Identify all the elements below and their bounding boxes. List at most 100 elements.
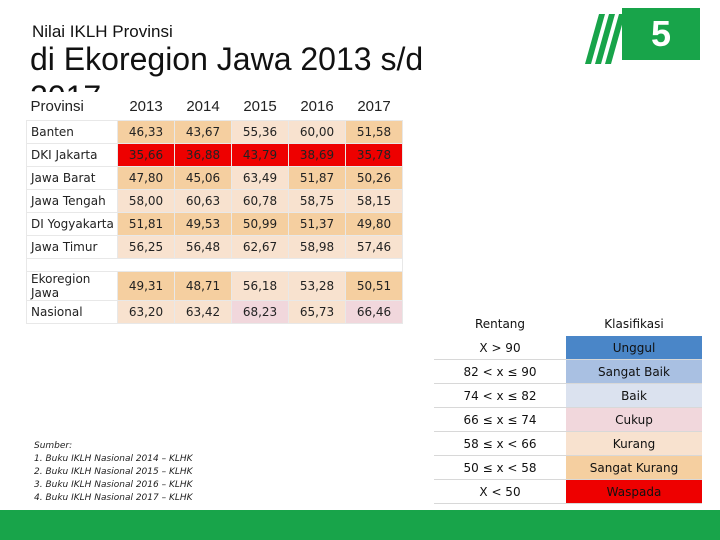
table-cell: 51,58 [345,120,403,144]
table-cell: 58,00 [117,189,175,213]
legend-range: 66 ≤ x ≤ 74 [434,407,566,432]
legend-class: Waspada [566,479,702,504]
table-cell: 58,98 [288,235,346,259]
table-cell: 35,66 [117,143,175,167]
table-cell: 56,48 [174,235,232,259]
table-cell: 53,28 [288,271,346,301]
table-cell: 68,23 [231,300,289,324]
classification-legend: Rentang Klasifikasi X > 90 Unggul 82 < x ≤… [434,312,702,504]
province-name: DKI Jakarta [26,143,118,167]
table-cell: 49,80 [345,212,403,236]
legend-header-class: Klasifikasi [604,317,664,331]
table-cell: 38,69 [288,143,346,167]
province-name: Banten [26,120,118,144]
table-cell: 50,26 [345,166,403,190]
table-cell: 43,67 [174,120,232,144]
legend-header-row: Rentang Klasifikasi [434,312,702,336]
spacer-cell [26,258,403,272]
legend-class: Unggul [566,336,702,360]
table-cell: 51,87 [288,166,346,190]
sources-heading: Sumber: [34,441,73,451]
table-row: Nasional 63,20 63,42 68,23 65,73 66,46 [26,300,403,324]
column-header: 2017 [345,92,403,121]
column-header: 2016 [288,92,346,121]
table-cell: 50,51 [345,271,403,301]
legend-class: Sangat Baik [566,359,702,384]
legend-range: X < 50 [434,479,566,504]
table-cell: 62,67 [231,235,289,259]
table-cell: 60,63 [174,189,232,213]
legend-range: 74 < x ≤ 82 [434,383,566,408]
footer-bar [0,510,720,540]
province-name: DI Yogyakarta [26,212,118,236]
slide-number-badge: 5 [622,8,700,60]
table-cell: 50,99 [231,212,289,236]
table-cell: 47,80 [117,166,175,190]
column-header: Provinsi [26,92,118,121]
legend-class: Cukup [566,407,702,432]
legend-row: 74 < x ≤ 82 Baik [434,383,702,408]
table-cell: 48,71 [174,271,232,301]
legend-range: 82 < x ≤ 90 [434,359,566,384]
table-cell: 49,53 [174,212,232,236]
table-cell: 46,33 [117,120,175,144]
table-row: DKI Jakarta 35,66 36,88 43,79 38,69 35,78 [26,143,403,167]
table-cell: 56,25 [117,235,175,259]
table-row: Jawa Barat 47,80 45,06 63,49 51,87 50,26 [26,166,403,190]
table-cell: 45,06 [174,166,232,190]
legend-class: Sangat Kurang [566,455,702,480]
table-cell: 51,81 [117,212,175,236]
table-cell: 55,36 [231,120,289,144]
table-cell: 43,79 [231,143,289,167]
table-cell: 51,37 [288,212,346,236]
column-header: 2014 [174,92,232,121]
table-cell: 66,46 [345,300,403,324]
legend-row: 66 ≤ x ≤ 74 Cukup [434,407,702,432]
slide-subtitle: Nilai IKLH Provinsi [32,22,173,41]
province-name: Jawa Barat [26,166,118,190]
legend-class: Kurang [566,431,702,456]
sources-note: Sumber: 1. Buku IKLH Nasional 2014 – KLH… [34,440,193,505]
table-cell: 63,20 [117,300,175,324]
province-name: Jawa Tengah [26,189,118,213]
table-spacer-row [26,258,403,272]
legend-class: Baik [566,383,702,408]
legend-range: X > 90 [434,336,566,360]
legend-row: X < 50 Waspada [434,479,702,504]
table-cell: 58,75 [288,189,346,213]
table-cell: 60,00 [288,120,346,144]
legend-row: 58 ≤ x < 66 Kurang [434,431,702,456]
province-name: Jawa Timur [26,235,118,259]
table-cell: 35,78 [345,143,403,167]
table-cell: 56,18 [231,271,289,301]
legend-range: 58 ≤ x < 66 [434,431,566,456]
stripes-decoration [585,14,625,64]
legend-range: 50 ≤ x < 58 [434,455,566,480]
table-row: DI Yogyakarta 51,81 49,53 50,99 51,37 49,80 [26,212,403,236]
table-row: Ekoregion Jawa 49,31 48,71 56,18 53,28 50,51 [26,271,403,301]
table-body: Banten 46,33 43,67 55,36 60,00 51,58 DKI Jakar… [26,120,403,324]
iklh-table: Provinsi 2013 2014 2015 2016 2017 Banten… [26,92,403,324]
legend-row: X > 90 Unggul [434,336,702,360]
table-cell: 65,73 [288,300,346,324]
table-cell: 60,78 [231,189,289,213]
table-cell: 63,49 [231,166,289,190]
province-name: Ekoregion Jawa [26,271,118,301]
source-item: 2. Buku IKLH Nasional 2015 – KLHK [34,467,193,477]
table-cell: 57,46 [345,235,403,259]
table-header-row: Provinsi 2013 2014 2015 2016 2017 [26,92,403,121]
source-item: 1. Buku IKLH Nasional 2014 – KLHK [34,454,193,464]
table-row: Jawa Timur 56,25 56,48 62,67 58,98 57,46 [26,235,403,259]
table-cell: 49,31 [117,271,175,301]
table-row: Banten 46,33 43,67 55,36 60,00 51,58 [26,120,403,144]
column-header: 2013 [117,92,175,121]
source-item: 4. Buku IKLH Nasional 2017 – KLHK [34,493,193,503]
column-header: 2015 [231,92,289,121]
legend-row: 50 ≤ x < 58 Sangat Kurang [434,455,702,480]
legend-body: X > 90 Unggul 82 < x ≤ 90 Sangat Baik 74 < x… [434,336,702,504]
legend-header-range: Rentang [474,317,526,331]
province-name: Nasional [26,300,118,324]
table-row: Jawa Tengah 58,00 60,63 60,78 58,75 58,15 [26,189,403,213]
legend-row: 82 < x ≤ 90 Sangat Baik [434,359,702,384]
table-cell: 63,42 [174,300,232,324]
